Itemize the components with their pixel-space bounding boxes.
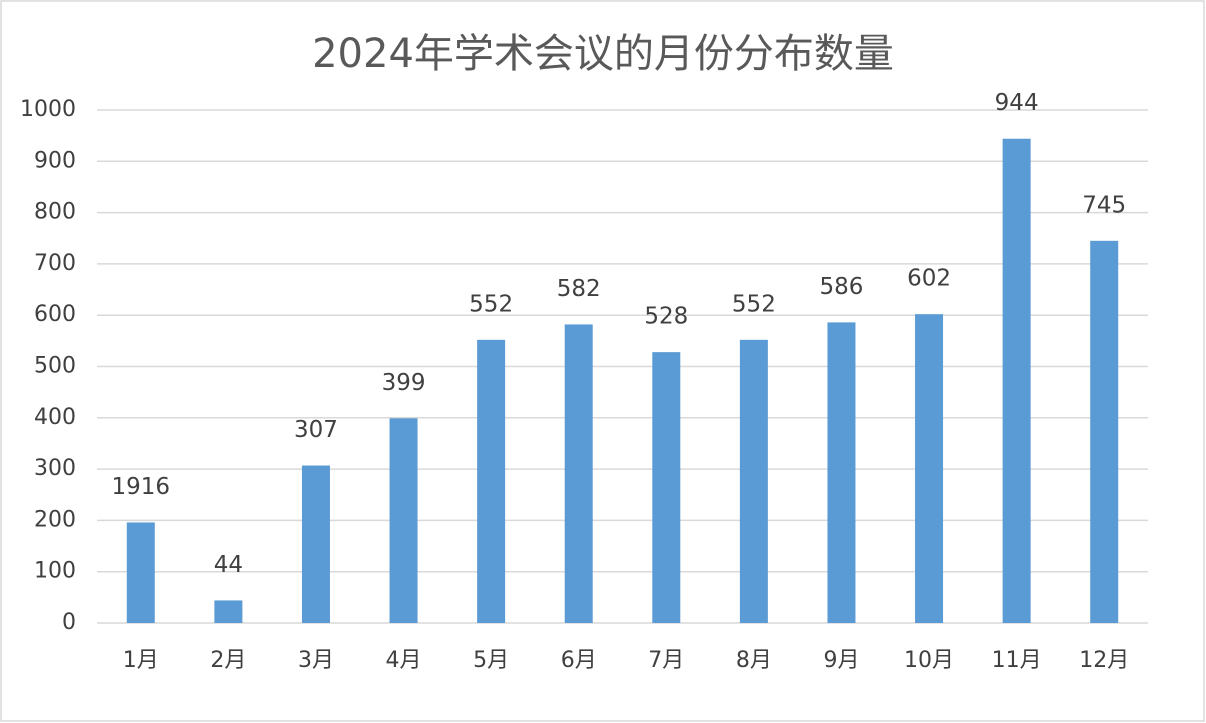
y-tick-label: 400 (34, 405, 76, 430)
x-tick-label: 7月 (648, 648, 684, 673)
data-label: 399 (382, 370, 426, 396)
bar (564, 324, 593, 623)
x-tick-label: 10月 (904, 648, 954, 673)
data-label: 552 (732, 291, 776, 317)
data-label: 944 (995, 90, 1039, 116)
x-tick-label: 3月 (298, 648, 334, 673)
x-tick-label: 11月 (992, 648, 1042, 673)
x-tick-label: 12月 (1079, 648, 1129, 673)
x-tick-label: 1月 (123, 648, 159, 673)
data-label: 552 (469, 291, 513, 317)
x-tick-label: 5月 (473, 648, 509, 673)
x-tick-label: 6月 (561, 648, 597, 673)
data-label: 528 (644, 304, 688, 330)
bar (915, 314, 944, 623)
y-tick-label: 300 (34, 456, 76, 481)
data-label: 602 (907, 266, 951, 292)
bar (1002, 138, 1031, 623)
data-label: 745 (1082, 192, 1126, 218)
y-tick-label: 1000 (20, 97, 76, 122)
bar (389, 418, 418, 623)
data-label: 586 (820, 274, 864, 300)
y-tick-label: 0 (62, 610, 76, 635)
data-label: 1916 (112, 474, 171, 500)
bar (477, 339, 506, 623)
bar (214, 600, 243, 623)
x-tick-label: 2月 (210, 648, 246, 673)
x-tick-label: 8月 (736, 648, 772, 673)
chart-title: 2024年学术会议的月份分布数量 (312, 31, 894, 77)
y-tick-label: 200 (34, 507, 76, 532)
bar (652, 352, 681, 623)
bar (126, 522, 155, 623)
y-tick-label: 100 (34, 559, 76, 584)
bar (827, 322, 856, 623)
bar (1090, 240, 1119, 623)
bar (739, 339, 768, 623)
bar (301, 465, 330, 623)
data-label: 582 (557, 276, 601, 302)
y-tick-label: 900 (34, 148, 76, 173)
x-tick-label: 4月 (386, 648, 422, 673)
y-tick-label: 800 (34, 200, 76, 225)
data-label: 307 (294, 417, 338, 443)
y-tick-label: 700 (34, 251, 76, 276)
data-label: 44 (214, 552, 243, 578)
y-tick-label: 600 (34, 302, 76, 327)
x-tick-label: 9月 (823, 648, 859, 673)
y-tick-label: 500 (34, 354, 76, 379)
